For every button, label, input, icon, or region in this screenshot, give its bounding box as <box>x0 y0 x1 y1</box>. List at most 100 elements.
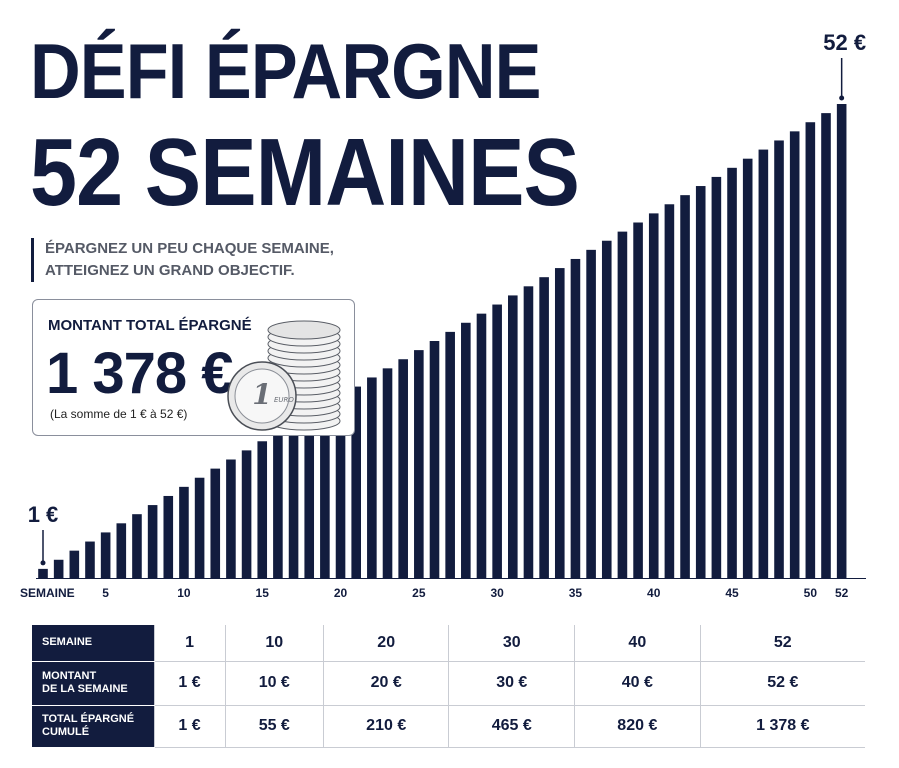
table-cell: 30 € <box>448 661 575 706</box>
x-tick-label: 25 <box>412 586 426 600</box>
x-tick-label: 15 <box>256 586 270 600</box>
bar-week-27 <box>445 331 455 578</box>
bar-week-25 <box>414 350 424 578</box>
row-header-cumulative-total: TOTAL ÉPARGNÉ CUMULÉ <box>32 705 154 748</box>
bar-week-16 <box>273 432 283 578</box>
bar-week-9 <box>163 495 174 578</box>
bar-week-22 <box>367 377 377 578</box>
x-tick-label: 10 <box>177 586 191 600</box>
tagline-line-1: ÉPARGNEZ UN PEU CHAQUE SEMAINE, <box>45 240 334 257</box>
bar-week-36 <box>586 249 596 578</box>
table-cell: 10 <box>224 625 324 662</box>
callout-dot <box>40 560 46 566</box>
table-cell: 1 € <box>153 705 226 748</box>
summary-table: SEMAINE 1 10 20 30 40 52 MONTANT DE LA SE… <box>32 625 865 748</box>
bar-week-44 <box>711 176 722 579</box>
x-axis-label: SEMAINE <box>20 586 75 600</box>
table-cell: 465 € <box>448 705 575 748</box>
table-cell: 30 <box>448 625 575 662</box>
table-cell: 52 € <box>699 661 865 706</box>
total-saved-label: MONTANT TOTAL ÉPARGNÉ <box>48 317 252 334</box>
x-tick-label: 50 <box>804 586 818 600</box>
table-cell: 10 € <box>224 661 324 706</box>
callout-label: 1 € <box>28 502 59 527</box>
bar-series <box>38 104 847 579</box>
bar-week-50 <box>805 122 816 578</box>
bar-week-29 <box>476 313 487 578</box>
callout-dot <box>839 95 845 101</box>
svg-text:1: 1 <box>252 378 271 411</box>
x-tick-label: 40 <box>647 586 661 600</box>
table-cell: 40 <box>574 625 701 662</box>
bar-week-28 <box>461 322 471 578</box>
bar-week-42 <box>680 195 690 578</box>
bar-week-19 <box>320 404 330 578</box>
bar-week-52 <box>836 104 847 578</box>
bar-week-41 <box>664 204 675 578</box>
bar-week-18 <box>304 413 315 578</box>
bar-week-47 <box>758 149 769 578</box>
bar-week-12 <box>210 468 221 578</box>
row-header-week: SEMAINE <box>32 625 154 662</box>
bar-week-31 <box>508 295 518 578</box>
bar-week-5 <box>100 532 111 578</box>
bar-week-2 <box>53 559 64 578</box>
bar-week-45 <box>727 167 737 578</box>
table-cell: 210 € <box>322 705 449 748</box>
table-cell: 20 <box>322 625 449 662</box>
table-cell: 1 € <box>153 661 226 706</box>
bar-week-35 <box>570 258 581 578</box>
table-cell: 1 <box>153 625 226 662</box>
bar-week-38 <box>617 231 628 578</box>
total-saved-note: (La somme de 1 € à 52 €) <box>50 407 188 421</box>
total-saved-card: MONTANT TOTAL ÉPARGNÉ 1 378 € (La somme … <box>32 299 355 436</box>
bar-week-30 <box>492 304 502 578</box>
table-row-cumulative-total: TOTAL ÉPARGNÉ CUMULÉ 1 € 55 € 210 € 465 €… <box>32 705 865 748</box>
total-saved-value: 1 378 € <box>46 341 234 406</box>
bar-week-43 <box>695 186 706 579</box>
x-tick-label: 35 <box>569 586 583 600</box>
x-tick-label: 45 <box>725 586 739 600</box>
bar-week-17 <box>288 423 299 578</box>
table-row-weekly-amount: MONTANT DE LA SEMAINE 1 € 10 € 20 € 30 € … <box>32 661 865 706</box>
x-tick-label: 20 <box>334 586 348 600</box>
bar-chart: SEMAINE 5 10 15 20 25 30 35 40 45 50 52 1 € 52 € <box>20 30 866 600</box>
bar-week-20 <box>335 395 346 578</box>
bar-week-39 <box>633 222 643 578</box>
bar-week-26 <box>429 341 440 578</box>
table-cell: 40 € <box>574 661 701 706</box>
bar-week-1 <box>38 568 48 578</box>
x-tick-label: 5 <box>102 586 109 600</box>
bar-week-3 <box>69 550 80 578</box>
table-cell: 820 € <box>574 705 701 748</box>
bar-week-7 <box>132 514 142 578</box>
tagline-line-2: ATTEIGNEZ UN GRAND OBJECTIF. <box>45 262 295 279</box>
bar-week-6 <box>116 523 127 578</box>
bar-week-40 <box>648 213 659 578</box>
row-header-weekly-amount: MONTANT DE LA SEMAINE <box>32 661 154 706</box>
x-tick-label: 52 <box>835 586 849 600</box>
table-cell: 52 <box>699 625 865 662</box>
bar-week-46 <box>742 158 753 578</box>
page-title-line-1: DÉFI ÉPARGNE <box>30 27 541 115</box>
bar-week-33 <box>539 277 549 578</box>
table-cell: 55 € <box>224 705 324 748</box>
svg-text:EURO: EURO <box>274 396 294 404</box>
page-title-line-2: 52 SEMAINES <box>30 119 580 226</box>
euro-coin-stack-icon: 1 EURO <box>227 320 341 431</box>
bar-week-21 <box>351 386 361 578</box>
bar-week-8 <box>147 505 158 578</box>
bar-week-32 <box>523 286 534 578</box>
table-cell: 1 378 € <box>699 705 865 748</box>
bar-week-4 <box>85 541 95 578</box>
bar-week-14 <box>241 450 252 578</box>
bar-week-37 <box>601 240 612 579</box>
bar-week-11 <box>194 477 205 578</box>
table-cell: 20 € <box>322 661 449 706</box>
bar-week-24 <box>398 359 408 578</box>
x-axis-ticks: SEMAINE 5 10 15 20 25 30 35 40 45 50 52 <box>20 586 849 600</box>
bar-week-48 <box>774 140 784 578</box>
bar-week-10 <box>179 486 189 578</box>
x-tick-label: 30 <box>490 586 504 600</box>
bar-week-34 <box>554 268 565 578</box>
